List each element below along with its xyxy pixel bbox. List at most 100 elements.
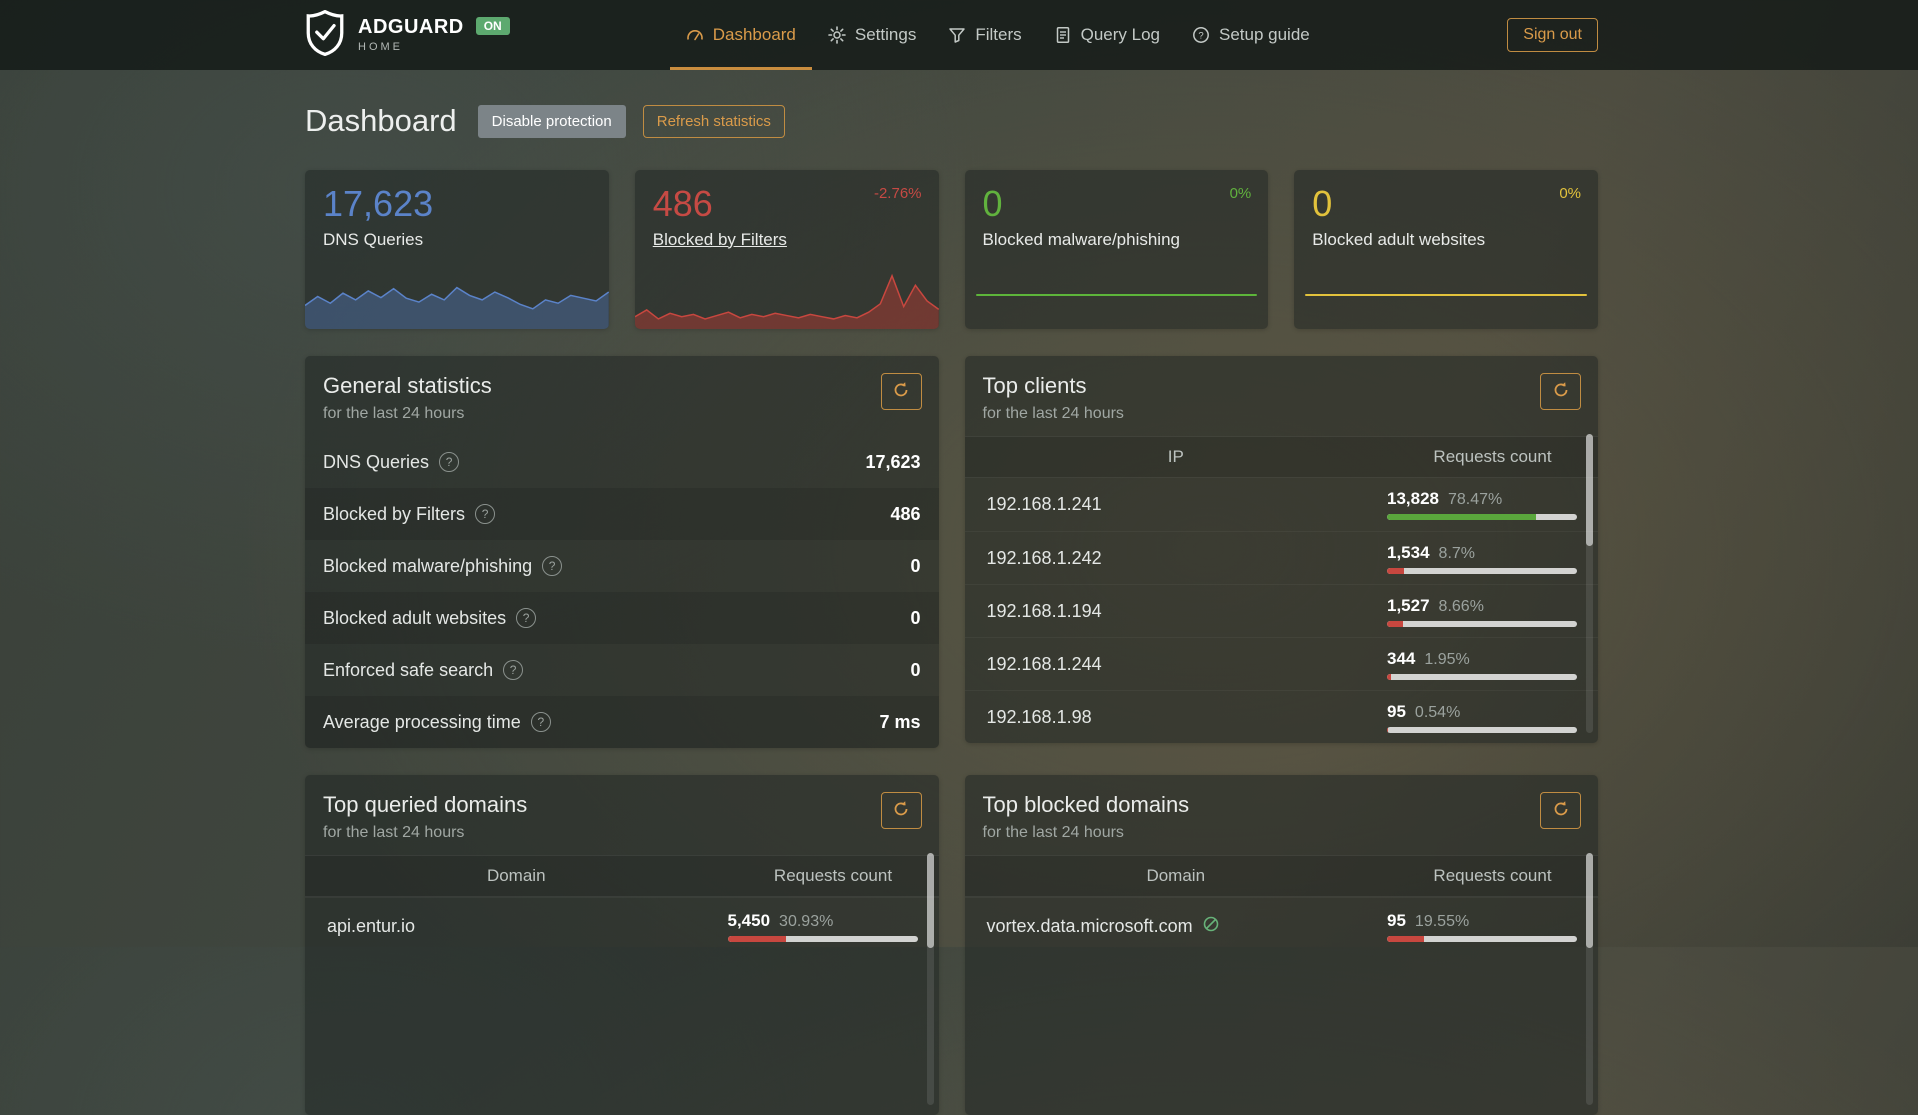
progress-bar [1387, 673, 1577, 680]
refresh-button[interactable] [1540, 373, 1581, 410]
stat-row-label: Blocked by Filters [323, 503, 466, 524]
refresh-icon [1552, 800, 1570, 821]
nav-item-label: Setup guide [1219, 25, 1310, 44]
stat-card-blocked-adult: 0% 0 Blocked adult websites [1294, 170, 1598, 329]
blocked-malware-baseline [975, 294, 1258, 296]
question-icon[interactable]: ? [516, 608, 537, 628]
requests-count-cell: 1,534 8.7% [1387, 543, 1598, 574]
request-percent: 78.47% [1448, 491, 1503, 508]
refresh-button[interactable] [1540, 792, 1581, 829]
progress-bar-fill [1387, 567, 1404, 574]
dns-queries-label: DNS Queries [323, 229, 424, 249]
request-count: 13,828 [1387, 489, 1439, 508]
progress-bar [1387, 514, 1577, 520]
refresh-statistics-button[interactable]: Refresh statistics [642, 104, 785, 138]
request-count: 95 [1387, 701, 1406, 721]
stat-card-dns-queries: 17,623 DNS Queries [305, 170, 609, 329]
nav-item-setup-guide[interactable]: ? Setup guide [1176, 0, 1326, 70]
request-percent: 8.7% [1438, 544, 1476, 562]
blocked-filters-link[interactable]: Blocked by Filters [652, 229, 787, 249]
stat-row-value: 0 [910, 555, 921, 576]
panel-subtitle: for the last 24 hours [323, 405, 465, 422]
nav-item-filters[interactable]: Filters [932, 0, 1037, 70]
table-row: vortex.data.microsoft.com 95 19.55% [964, 897, 1598, 954]
stat-row-value: 7 ms [879, 711, 921, 732]
column-header-requests-count[interactable]: Requests count [1433, 447, 1552, 466]
client-ip: 192.168.1.241 [986, 494, 1102, 514]
client-ip: 192.168.1.244 [986, 653, 1102, 674]
brand-title: ADGUARD [358, 16, 464, 38]
stat-row-value: 486 [890, 503, 921, 524]
gear-icon [828, 26, 846, 44]
scrollbar[interactable] [926, 853, 934, 948]
stat-row-value: 0 [910, 659, 921, 680]
question-icon[interactable]: ? [439, 452, 460, 472]
table-row: 192.168.1.98 95 0.54% [964, 690, 1598, 743]
stat-row: Average processing time ? 7 ms [305, 696, 939, 748]
stat-row: Blocked adult websites ? 0 [305, 592, 939, 644]
blocked-filters-trend: -2.76% [873, 185, 922, 202]
stat-row-label: Blocked adult websites [323, 607, 507, 628]
stat-row: DNS Queries ? 17,623 [305, 436, 939, 488]
refresh-icon [892, 800, 910, 821]
refresh-button[interactable] [880, 373, 922, 410]
question-icon[interactable]: ? [503, 660, 524, 680]
blocked-malware-trend: 0% [1229, 185, 1252, 202]
help-icon: ? [1192, 26, 1210, 44]
table-row: 192.168.1.241 13,828 78.47% [965, 478, 1599, 531]
brand-text: ADGUARD ON HOME [358, 17, 510, 53]
general-statistics-rows: DNS Queries ? 17,623 Blocked by Filters … [305, 436, 939, 748]
table-row: 192.168.1.244 344 1.95% [964, 637, 1598, 690]
table-header: Domain Requests count [964, 855, 1598, 897]
nav-item-label: Settings [854, 25, 917, 44]
scrollbar[interactable] [1586, 434, 1593, 546]
nav-menu: Dashboard Settings Filters [669, 0, 1326, 70]
stat-row-label: Blocked malware/phishing [323, 555, 533, 576]
column-header-requests-count[interactable]: Requests count [773, 866, 893, 885]
scrollbar[interactable] [1586, 853, 1593, 948]
request-count: 1,527 [1387, 595, 1430, 615]
progress-bar-fill [1387, 514, 1537, 520]
adguard-shield-icon [305, 9, 345, 61]
request-percent: 30.93% [779, 912, 834, 930]
panel-title: General statistics [323, 373, 492, 398]
blocked-malware-label: Blocked malware/phishing [982, 229, 1181, 249]
sign-out-button[interactable]: Sign out [1507, 18, 1598, 52]
question-icon[interactable]: ? [542, 556, 563, 576]
progress-bar [1387, 935, 1577, 942]
question-icon[interactable]: ? [475, 504, 496, 524]
brand[interactable]: ADGUARD ON HOME [305, 9, 510, 61]
column-header-ip[interactable]: IP [1167, 447, 1184, 466]
domain-name: api.entur.io [327, 915, 416, 936]
progress-bar-fill [727, 935, 787, 942]
column-header-domain[interactable]: Domain [1146, 866, 1206, 885]
progress-bar [727, 935, 918, 942]
nav-item-settings[interactable]: Settings [812, 0, 932, 70]
scrollbar-track [1586, 434, 1593, 733]
funnel-icon [948, 26, 966, 44]
nav-item-label: Query Log [1080, 25, 1160, 44]
stat-cards-row: 17,623 DNS Queries -2.76% 486 Blocked by… [305, 170, 1598, 329]
refresh-button[interactable] [880, 792, 922, 829]
column-header-requests-count[interactable]: Requests count [1433, 866, 1552, 885]
client-ip: 192.168.1.98 [986, 706, 1092, 727]
column-header-domain[interactable]: Domain [486, 866, 546, 885]
panel-title: Top blocked domains [982, 792, 1190, 817]
dashboard-icon [686, 26, 704, 44]
page-header: Dashboard Disable protection Refresh sta… [305, 103, 1598, 139]
question-icon[interactable]: ? [530, 712, 551, 732]
nav-item-dashboard[interactable]: Dashboard [669, 0, 812, 70]
request-count: 344 [1387, 648, 1416, 668]
request-count: 95 [1387, 910, 1406, 930]
progress-bar-fill [1387, 620, 1404, 627]
progress-bar-fill [1387, 935, 1425, 942]
disable-protection-button[interactable]: Disable protection [477, 104, 626, 138]
blocked-adult-label: Blocked adult websites [1312, 229, 1486, 249]
progress-bar-fill [1387, 673, 1391, 680]
table-row: api.entur.io 5,450 30.93% [305, 897, 939, 954]
nav-item-query-log[interactable]: Query Log [1038, 0, 1176, 70]
requests-count-cell: 95 19.55% [1387, 911, 1598, 942]
nav-item-label: Dashboard [712, 25, 796, 44]
blocked-adult-trend: 0% [1559, 185, 1581, 202]
